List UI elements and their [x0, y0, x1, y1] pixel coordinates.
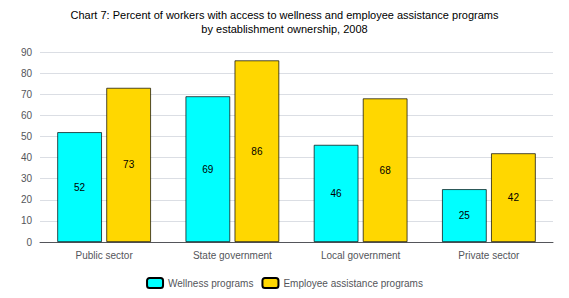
svg-text:70: 70 — [21, 89, 33, 100]
svg-text:Public sector: Public sector — [76, 250, 134, 261]
svg-text:Local government: Local government — [321, 250, 401, 261]
svg-text:80: 80 — [21, 68, 33, 79]
svg-text:68: 68 — [380, 165, 392, 176]
svg-text:25: 25 — [459, 210, 471, 221]
svg-text:60: 60 — [21, 110, 33, 121]
svg-text:Chart 7: Percent of workers wi: Chart 7: Percent of workers with access … — [71, 9, 499, 21]
svg-text:42: 42 — [508, 192, 520, 203]
svg-text:69: 69 — [202, 164, 214, 175]
svg-text:30: 30 — [21, 173, 33, 184]
svg-text:0: 0 — [26, 237, 32, 248]
svg-text:State government: State government — [193, 250, 272, 261]
svg-text:73: 73 — [123, 159, 135, 170]
svg-text:50: 50 — [21, 131, 33, 142]
svg-text:52: 52 — [74, 182, 86, 193]
svg-text:46: 46 — [331, 188, 343, 199]
svg-text:40: 40 — [21, 152, 33, 163]
svg-text:Employee assistance programs: Employee assistance programs — [283, 278, 423, 289]
svg-text:Wellness programs: Wellness programs — [168, 278, 253, 289]
svg-text:by establishment ownership, 20: by establishment ownership, 2008 — [201, 23, 367, 35]
svg-text:10: 10 — [21, 215, 33, 226]
svg-text:Private sector: Private sector — [458, 250, 520, 261]
svg-text:86: 86 — [251, 146, 263, 157]
svg-text:20: 20 — [21, 194, 33, 205]
svg-text:90: 90 — [21, 47, 33, 58]
